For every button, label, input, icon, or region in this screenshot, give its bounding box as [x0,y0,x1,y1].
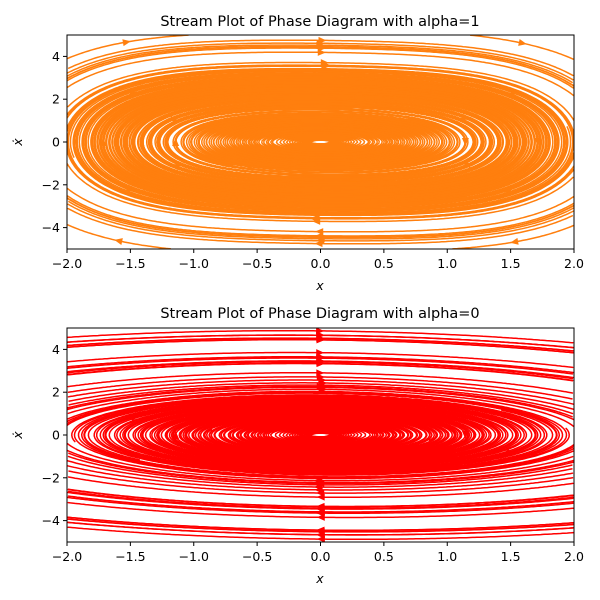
top-x-tick-label: −2.0 [52,256,82,271]
top-streamline-arrow [460,113,470,120]
bottom-y-axis-label: ẋ [10,431,25,440]
top-streamline-arrow [318,36,327,44]
top-streamline-arrow [518,39,527,46]
bottom-streamline-arrow [316,509,325,517]
top-panel: Stream Plot of Phase Diagram with alpha=… [10,14,584,293]
top-y-tick-label: −4 [42,220,60,235]
bottom-streamline-arrow [183,407,192,415]
bottom-y-tick-label: −4 [42,513,60,528]
bottom-x-tick-label: −0.5 [242,549,272,564]
bottom-y-tick-label: 4 [52,342,60,357]
bottom-x-tick-label: −1.5 [115,549,145,564]
bottom-streamline-arrow [316,369,325,377]
top-x-tick-label: 2.0 [564,256,584,271]
bottom-x-tick-label: 0.5 [374,549,394,564]
top-streamline-arrow [534,138,542,146]
bottom-x-tick-label: −1.0 [179,549,209,564]
bottom-y-tick-label: 0 [52,428,60,443]
top-x-tick-label: −0.5 [242,256,272,271]
top-chart-title: Stream Plot of Phase Diagram with alpha=… [160,14,479,30]
top-streamline-arrow [114,238,123,245]
top-streamline-arrow [315,228,324,236]
top-x-tick-label: 1.0 [437,256,457,271]
bottom-streamline-arrow [314,483,323,491]
bottom-x-tick-label: 2.0 [564,549,584,564]
top-y-tick-label: 0 [52,135,60,150]
top-y-tick-label: 4 [52,49,60,64]
bottom-streamline-arrow [316,354,325,362]
top-streamline-arrow [312,217,321,225]
top-y-tick-label: 2 [52,92,60,107]
bottom-streamline-arrow [319,385,328,393]
bottom-streamline-arrow [316,489,325,497]
bottom-streamline-arrow [316,328,325,335]
bottom-x-tick-label: 1.0 [437,549,457,564]
top-y-tick-label: −2 [42,177,60,192]
bottom-streamlines [67,328,574,542]
bottom-streamline-arrow [318,376,327,384]
top-streamline-arrow [510,237,519,245]
top-x-tick-label: −1.5 [115,256,145,271]
top-plot-frame [66,34,575,250]
top-y-axis-label: ẋ [10,138,25,147]
top-streamline-arrow [316,237,325,245]
bottom-streamline-arrow [316,531,325,539]
top-x-axis-label: x [315,278,324,293]
top-axes: −2.0 −1.5 −1.0 −0.5 0.0 0.5 1.0 1.5 2.0 −4 −2 0 2 4 [42,49,584,271]
top-x-tick-label: 1.5 [501,256,521,271]
bottom-axes: −2.0 −1.5 −1.0 −0.5 0.0 0.5 1.0 1.5 2.0 −4 −2 0 2 4 [42,342,584,564]
bottom-y-tick-label: 2 [52,385,60,400]
bottom-streamline-arrow [461,431,469,439]
top-streamlines [67,35,574,249]
bottom-y-tick-label: −2 [42,470,60,485]
bottom-plot-frame [66,327,575,543]
top-streamline-arrow [317,44,326,52]
bottom-streamline-arrow [316,349,325,357]
top-streamline-arrow [461,138,469,146]
top-streamline-arrow [321,61,330,69]
top-x-tick-label: 0.0 [311,256,331,271]
bottom-x-tick-label: 0.0 [311,549,331,564]
top-streamline-arrow [309,214,318,222]
bottom-x-axis-label: x [315,571,324,586]
top-streamline-arrow [122,39,131,47]
bottom-chart-title: Stream Plot of Phase Diagram with alpha=… [160,306,479,322]
bottom-streamline-arrow [316,331,325,339]
top-x-tick-label: −1.0 [179,256,209,271]
bottom-streamline-arrow [316,479,325,487]
top-streamline-arrow [387,198,396,206]
bottom-x-tick-label: 1.5 [501,549,521,564]
top-x-tick-label: 0.5 [374,256,394,271]
bottom-x-tick-label: −2.0 [52,549,82,564]
bottom-panel: Stream Plot of Phase Diagram with alpha=… [10,306,584,586]
